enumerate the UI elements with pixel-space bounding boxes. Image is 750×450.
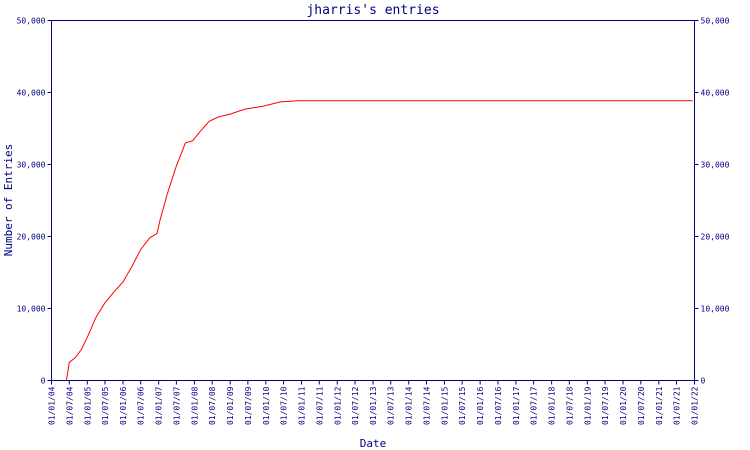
y-tick-label-left: 40,000 <box>17 89 46 98</box>
x-tick-label: 01/07/12 <box>351 386 360 425</box>
y-tick-label-right: 0 <box>701 377 706 386</box>
y-axis-left-ticks: 0 10,000 20,000 30,000 40,000 50,000 <box>17 17 52 386</box>
y-axis-label: Number of Entries <box>2 144 15 257</box>
chart-title: jharris's entries <box>306 3 439 18</box>
x-tick-label: 01/01/16 <box>476 386 485 425</box>
plot-area-frame <box>51 20 695 381</box>
x-tick-label: 01/01/05 <box>83 386 92 425</box>
x-tick-label: 01/01/15 <box>440 386 449 425</box>
y-tick-label-right: 30,000 <box>701 161 730 170</box>
y-tick-label-right: 20,000 <box>701 233 730 242</box>
x-tick-label: 01/01/21 <box>655 386 664 425</box>
x-tick-label: 01/01/10 <box>262 386 271 425</box>
x-tick-label: 01/07/14 <box>422 386 431 425</box>
x-tick-label: 01/07/18 <box>565 386 574 425</box>
x-tick-label: 01/01/14 <box>405 386 414 425</box>
y-tick-label-left: 20,000 <box>17 233 46 242</box>
x-tick-label: 01/01/17 <box>512 386 521 425</box>
x-tick-label: 01/01/09 <box>226 386 235 425</box>
series-line-entries <box>65 100 693 381</box>
x-tick-label: 01/07/06 <box>137 386 146 425</box>
x-tick-label: 01/07/19 <box>601 386 610 425</box>
x-tick-label: 01/07/05 <box>101 386 110 425</box>
x-tick-label: 01/07/16 <box>494 386 503 425</box>
x-tick-label: 01/07/09 <box>244 386 253 425</box>
x-tick-label: 01/01/18 <box>548 386 557 425</box>
x-tick-label: 01/07/15 <box>458 386 467 425</box>
x-tick-label: 01/01/08 <box>190 386 199 425</box>
x-tick-label: 01/01/22 <box>691 386 700 425</box>
y-tick-label-left: 10,000 <box>17 305 46 314</box>
y-tick-label-right: 10,000 <box>701 305 730 314</box>
x-tick-label: 01/07/08 <box>208 386 217 425</box>
x-tick-label: 01/07/21 <box>673 386 682 425</box>
x-tick-label: 01/07/11 <box>315 386 324 425</box>
x-tick-label: 01/07/04 <box>65 386 74 425</box>
x-tick-label: 01/01/04 <box>48 386 57 425</box>
y-axis-right-ticks: 0 10,000 20,000 30,000 40,000 50,000 <box>694 17 730 386</box>
y-tick-label-left: 50,000 <box>17 17 46 26</box>
y-tick-label-right: 40,000 <box>701 89 730 98</box>
x-tick-label: 01/01/07 <box>155 386 164 425</box>
x-tick-label: 01/07/10 <box>280 386 289 425</box>
x-tick-label: 01/01/12 <box>333 386 342 425</box>
x-tick-label: 01/07/17 <box>530 386 539 425</box>
y-tick-label-right: 50,000 <box>701 17 730 26</box>
x-axis-ticks: 01/01/04 01/07/04 01/01/05 01/07/05 01/01/06… <box>48 380 700 425</box>
x-tick-label: 01/07/13 <box>387 386 396 425</box>
x-tick-label: 01/01/06 <box>119 386 128 425</box>
x-tick-label: 01/01/11 <box>298 386 307 425</box>
x-tick-label: 01/07/20 <box>637 386 646 425</box>
x-tick-label: 01/01/20 <box>619 386 628 425</box>
y-tick-label-left: 30,000 <box>17 161 46 170</box>
x-tick-label: 01/01/19 <box>583 386 592 425</box>
x-tick-label: 01/07/07 <box>172 386 181 425</box>
y-tick-label-left: 0 <box>41 377 46 386</box>
x-axis-label: Date <box>360 437 387 450</box>
x-tick-label: 01/01/13 <box>369 386 378 425</box>
